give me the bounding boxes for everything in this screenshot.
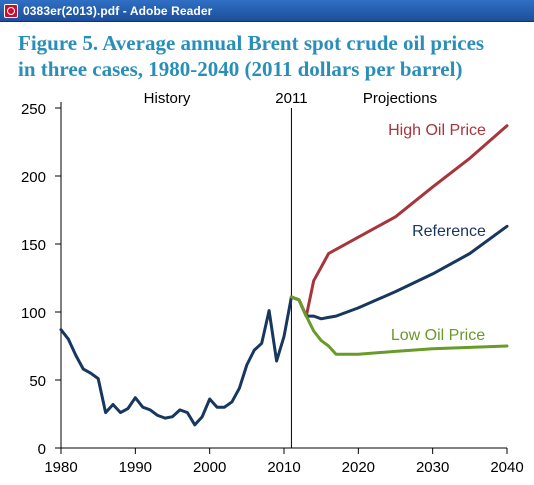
x-tick-label: 2010 — [267, 459, 300, 476]
projections-label: Projections — [363, 90, 437, 107]
high-oil-price-label: High Oil Price — [388, 122, 486, 139]
history-label: History — [144, 90, 191, 107]
y-tick-label: 100 — [21, 305, 46, 322]
chart-axes — [60, 102, 507, 449]
series-labels: High Oil Price Reference Low Oil Price — [388, 122, 486, 344]
x-tick-label: 2030 — [416, 459, 449, 476]
x-tick-label: 2020 — [342, 459, 375, 476]
pdf-document-icon — [4, 3, 18, 18]
y-tick-label: 200 — [21, 169, 46, 186]
y-tick-label: 150 — [21, 237, 46, 254]
x-tick-label: 1990 — [119, 459, 152, 476]
reference-label: Reference — [412, 223, 486, 240]
x-tick-label: 2040 — [490, 459, 523, 476]
window-titlebar[interactable]: 0383er(2013).pdf - Adobe Reader — [0, 0, 534, 22]
y-axis-ticks: 0 50 100 150 200 250 — [21, 101, 61, 458]
y-tick-label: 250 — [21, 101, 46, 118]
low-oil-price-series-line — [289, 295, 509, 356]
figure-title-line1: Figure 5. Average annual Brent spot crud… — [18, 31, 485, 55]
series-layer — [59, 124, 509, 427]
high-oil-price-series-line — [289, 124, 509, 318]
divider-layer: History 2011 Projections — [144, 90, 437, 448]
figure-title: Figure 5. Average annual Brent spot crud… — [18, 30, 528, 82]
figure-title-line2: in three cases, 1980-2040 (2011 dollars … — [18, 57, 463, 81]
reference-series-line — [289, 224, 509, 321]
x-tick-label: 1980 — [44, 459, 77, 476]
y-tick-label: 0 — [38, 441, 46, 458]
divider-year-label: 2011 — [275, 90, 307, 107]
low-oil-price-label: Low Oil Price — [391, 327, 485, 344]
x-tick-label: 2000 — [193, 459, 226, 476]
x-axis-ticks: 1980 1990 2000 2010 2020 2030 2040 — [44, 448, 524, 476]
window-title: 0383er(2013).pdf - Adobe Reader — [23, 3, 213, 18]
history-series-line — [59, 295, 293, 427]
y-tick-label: 50 — [29, 373, 46, 390]
